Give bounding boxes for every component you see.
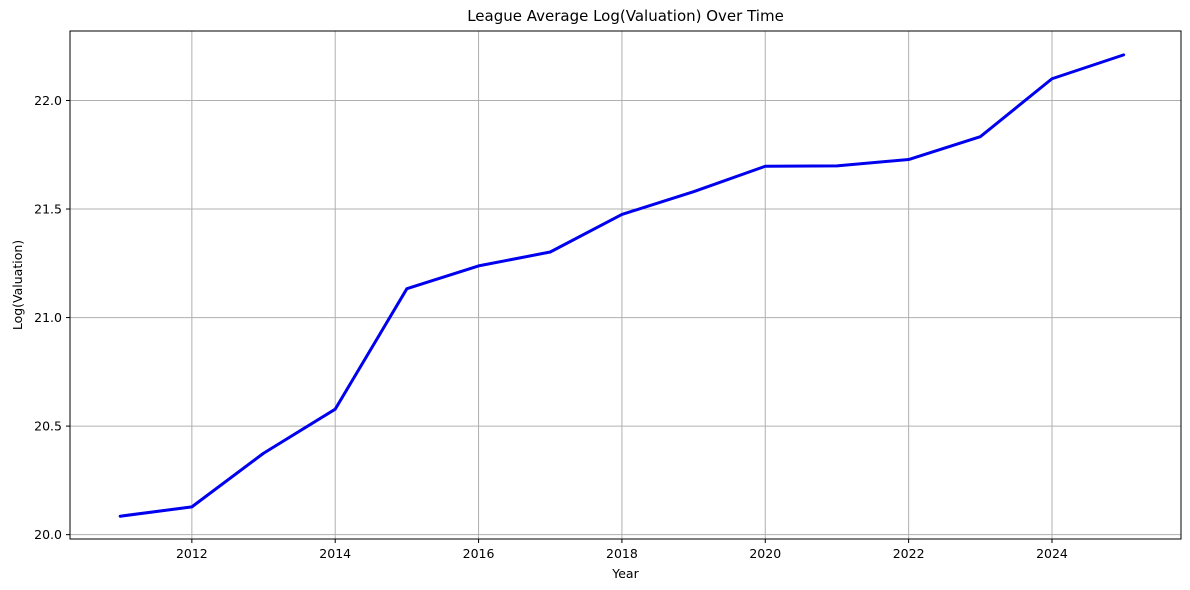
y-axis-label: Log(Valuation) (10, 240, 25, 330)
x-tick-label: 2020 (749, 546, 781, 561)
y-tick-label: 21.0 (34, 310, 62, 325)
tick-layer: 2012 2014 2016 2018 2020 2022 2024 20.0 20.5 21.0… (34, 93, 1068, 561)
y-tick-label: 20.5 (34, 419, 62, 434)
x-tick-label: 2018 (606, 546, 638, 561)
grid-layer (70, 31, 1181, 539)
plot-frame (69, 30, 1182, 540)
x-tick-label: 2012 (176, 546, 208, 561)
y-tick-label: 22.0 (34, 93, 62, 108)
y-tick-label: 21.5 (34, 202, 62, 217)
series-layer (118, 53, 1126, 518)
x-axis-label: Year (611, 566, 639, 581)
x-tick-label: 2024 (1036, 546, 1068, 561)
chart-title: League Average Log(Valuation) Over Time (467, 7, 784, 25)
x-tick-label: 2014 (319, 546, 351, 561)
x-tick-label: 2022 (893, 546, 925, 561)
series-line (118, 53, 1126, 518)
y-tick-label: 20.0 (34, 527, 62, 542)
x-tick-label: 2016 (463, 546, 495, 561)
